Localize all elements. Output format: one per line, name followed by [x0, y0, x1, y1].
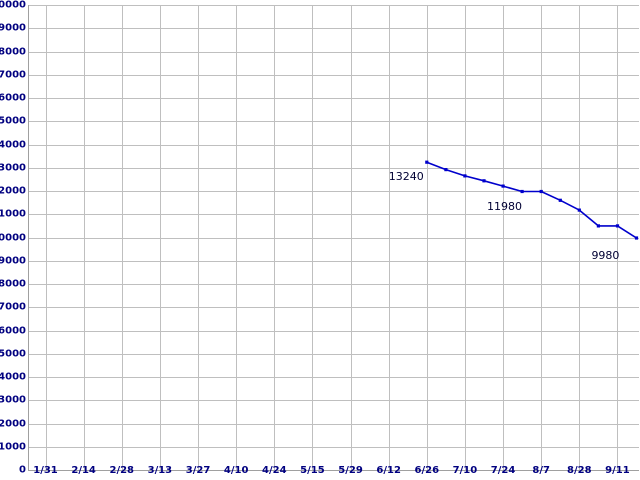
y-axis-tick-label: 6000 [0, 325, 26, 336]
y-axis-tick-label: 4000 [0, 371, 26, 383]
x-axis-tick-label: 3/13 [147, 465, 173, 476]
y-axis-tick-label: 8000 [0, 278, 26, 290]
series-line-price [425, 161, 638, 239]
y-axis-tick-label: 3000 [0, 394, 26, 406]
x-axis-tick-label: 8/7 [532, 465, 550, 476]
y-axis-tick-label: 12000 [0, 185, 26, 197]
axis-lines [28, 5, 639, 471]
y-axis-tick-label: 7000 [0, 301, 26, 313]
x-axis-tick-label: 7/24 [490, 465, 516, 476]
y-axis-tick-label: 5000 [0, 348, 26, 360]
y-axis-tick-label: 17000 [0, 69, 26, 81]
x-axis-tick-label: 4/10 [223, 465, 249, 476]
x-axis-tick-label: 8/28 [567, 465, 592, 476]
y-axis-tick-label: 13000 [0, 162, 26, 174]
x-axis-tick-label: 9/11 [605, 465, 630, 476]
data-point-label: 13240 [388, 170, 424, 184]
x-axis-tick-label: 6/12 [376, 465, 401, 476]
y-axis-tick-label: 0 [19, 464, 26, 476]
x-axis-tick-label: 2/14 [71, 465, 96, 476]
x-axis-tick-label: 7/10 [452, 465, 478, 476]
y-axis-tick-label: 2000 [0, 418, 26, 429]
horizontal-gridlines [28, 5, 639, 471]
y-axis-tick-label: 14000 [0, 139, 26, 150]
y-axis-tick-label: 20000 [0, 0, 26, 11]
x-axis-tick-label: 3/27 [185, 465, 211, 476]
x-axis-tick-label: 6/26 [414, 465, 440, 476]
y-axis-tick-label: 18000 [0, 46, 26, 57]
y-axis-tick-label: 15000 [0, 115, 26, 127]
data-point-label: 9980 [591, 248, 620, 262]
x-axis-tick-label: 2/28 [109, 465, 135, 476]
y-axis-tick-label: 1000 [0, 441, 26, 453]
y-axis-tick-label: 9000 [0, 255, 26, 267]
y-axis-tick-labels: 2000019000180001700016000150001400013000… [0, 0, 26, 480]
x-axis-tick-label: 4/24 [262, 465, 287, 476]
x-axis-tick-label: 1/31 [33, 465, 58, 476]
series-markers-price [425, 160, 639, 240]
x-axis-tick-label: 5/15 [300, 465, 325, 476]
y-axis-tick-label: 19000 [0, 22, 26, 34]
x-axis-tick-label: 5/29 [338, 465, 363, 476]
data-point-label: 11980 [487, 200, 523, 214]
y-axis-tick-label: 16000 [0, 92, 26, 104]
vertical-gridlines [46, 5, 618, 470]
y-axis-tick-label: 11000 [0, 208, 26, 220]
